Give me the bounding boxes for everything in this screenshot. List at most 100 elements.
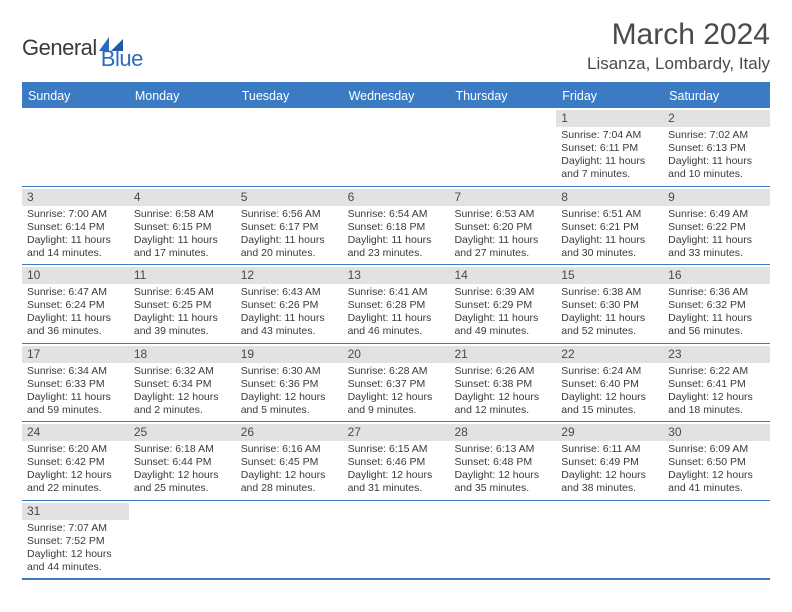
sunset-text: Sunset: 6:28 PM xyxy=(348,299,445,312)
calendar: Sunday Monday Tuesday Wednesday Thursday… xyxy=(22,82,770,580)
day-number: 14 xyxy=(449,267,556,284)
calendar-cell xyxy=(663,501,770,579)
day-number: 16 xyxy=(663,267,770,284)
sunset-text: Sunset: 6:26 PM xyxy=(241,299,338,312)
sunset-text: Sunset: 6:50 PM xyxy=(668,456,765,469)
day-number: 15 xyxy=(556,267,663,284)
sunset-text: Sunset: 6:22 PM xyxy=(668,221,765,234)
daylight-text: Daylight: 11 hours and 46 minutes. xyxy=(348,312,445,338)
sunset-text: Sunset: 6:13 PM xyxy=(668,142,765,155)
daylight-text: Daylight: 11 hours and 33 minutes. xyxy=(668,234,765,260)
calendar-cell: 19Sunrise: 6:30 AMSunset: 6:36 PMDayligh… xyxy=(236,344,343,422)
day-header: Wednesday xyxy=(343,84,450,108)
sunset-text: Sunset: 6:33 PM xyxy=(27,378,124,391)
calendar-cell: 25Sunrise: 6:18 AMSunset: 6:44 PMDayligh… xyxy=(129,422,236,500)
daylight-text: Daylight: 11 hours and 30 minutes. xyxy=(561,234,658,260)
daylight-text: Daylight: 12 hours and 41 minutes. xyxy=(668,469,765,495)
daylight-text: Daylight: 12 hours and 2 minutes. xyxy=(134,391,231,417)
calendar-cell: 9 Sunrise: 6:49 AMSunset: 6:22 PMDaylight… xyxy=(663,187,770,265)
daylight-text: Daylight: 11 hours and 39 minutes. xyxy=(134,312,231,338)
sunrise-text: Sunrise: 6:49 AM xyxy=(668,208,765,221)
sunset-text: Sunset: 6:32 PM xyxy=(668,299,765,312)
calendar-cell: 22 Sunrise: 6:24 AMSunset: 6:40 PMDayligh… xyxy=(556,344,663,422)
day-number: 28 xyxy=(449,424,556,441)
daylight-text: Daylight: 12 hours and 44 minutes. xyxy=(27,548,124,574)
day-header: Monday xyxy=(129,84,236,108)
calendar-cell xyxy=(236,501,343,579)
sunrise-text: Sunrise: 6:47 AM xyxy=(27,286,124,299)
calendar-cell: 7Sunrise: 6:53 AMSunset: 6:20 PMDaylight… xyxy=(449,187,556,265)
day-number: 3 xyxy=(22,189,129,206)
calendar-cell: 17Sunrise: 6:34 AMSunset: 6:33 PMDayligh… xyxy=(22,344,129,422)
sunset-text: Sunset: 6:17 PM xyxy=(241,221,338,234)
week-row: 10 Sunrise: 6:47 AMSunset: 6:24 PM Dayligh… xyxy=(22,265,770,344)
day-number: 20 xyxy=(343,346,450,363)
sunset-text: Sunset: 6:44 PM xyxy=(134,456,231,469)
daylight-text: Daylight: 12 hours and 18 minutes. xyxy=(668,391,765,417)
calendar-cell xyxy=(449,501,556,579)
location-subtitle: Lisanza, Lombardy, Italy xyxy=(587,54,770,74)
sunrise-text: Sunrise: 6:26 AM xyxy=(454,365,551,378)
sunset-text: Sunset: 6:34 PM xyxy=(134,378,231,391)
day-number: 31 xyxy=(22,503,129,520)
day-number: 13 xyxy=(343,267,450,284)
sunrise-text: Sunrise: 6:43 AM xyxy=(241,286,338,299)
daylight-text: Daylight: 11 hours and 59 minutes. xyxy=(27,391,124,417)
sunset-text: Sunset: 6:29 PM xyxy=(454,299,551,312)
header: General Blue March 2024 Lisanza, Lombard… xyxy=(22,18,770,74)
day-number: 9 xyxy=(663,189,770,206)
sunrise-text: Sunrise: 6:18 AM xyxy=(134,443,231,456)
logo: General Blue xyxy=(22,24,143,72)
calendar-cell: 29Sunrise: 6:11 AMSunset: 6:49 PMDayligh… xyxy=(556,422,663,500)
sunset-text: Sunset: 6:49 PM xyxy=(561,456,658,469)
sunset-text: Sunset: 7:52 PM xyxy=(27,535,124,548)
sunrise-text: Sunrise: 6:45 AM xyxy=(134,286,231,299)
day-number: 19 xyxy=(236,346,343,363)
sunrise-text: Sunrise: 6:38 AM xyxy=(561,286,658,299)
daylight-text: Daylight: 12 hours and 31 minutes. xyxy=(348,469,445,495)
daylight-text: Daylight: 12 hours and 15 minutes. xyxy=(561,391,658,417)
sunrise-text: Sunrise: 6:20 AM xyxy=(27,443,124,456)
day-number: 24 xyxy=(22,424,129,441)
calendar-cell: 6Sunrise: 6:54 AMSunset: 6:18 PMDaylight… xyxy=(343,187,450,265)
daylight-text: Daylight: 11 hours and 17 minutes. xyxy=(134,234,231,260)
sunset-text: Sunset: 6:40 PM xyxy=(561,378,658,391)
day-number: 23 xyxy=(663,346,770,363)
sunset-text: Sunset: 6:41 PM xyxy=(668,378,765,391)
day-header: Sunday xyxy=(22,84,129,108)
sunrise-text: Sunrise: 6:39 AM xyxy=(454,286,551,299)
sunrise-text: Sunrise: 6:34 AM xyxy=(27,365,124,378)
calendar-cell: 4Sunrise: 6:58 AMSunset: 6:15 PMDaylight… xyxy=(129,187,236,265)
sunset-text: Sunset: 6:24 PM xyxy=(27,299,124,312)
daylight-text: Daylight: 12 hours and 28 minutes. xyxy=(241,469,338,495)
logo-text-general: General xyxy=(22,35,97,61)
sunrise-text: Sunrise: 6:51 AM xyxy=(561,208,658,221)
sunset-text: Sunset: 6:15 PM xyxy=(134,221,231,234)
calendar-cell: 23Sunrise: 6:22 AMSunset: 6:41 PMDayligh… xyxy=(663,344,770,422)
day-number: 2 xyxy=(663,110,770,127)
day-header: Tuesday xyxy=(236,84,343,108)
calendar-cell: 14Sunrise: 6:39 AMSunset: 6:29 PMDayligh… xyxy=(449,265,556,343)
sunrise-text: Sunrise: 7:02 AM xyxy=(668,129,765,142)
calendar-cell xyxy=(22,108,129,186)
calendar-cell xyxy=(236,108,343,186)
day-number: 7 xyxy=(449,189,556,206)
daylight-text: Daylight: 12 hours and 38 minutes. xyxy=(561,469,658,495)
daylight-text: Daylight: 11 hours and 14 minutes. xyxy=(27,234,124,260)
daylight-text: Daylight: 11 hours and 20 minutes. xyxy=(241,234,338,260)
sunset-text: Sunset: 6:37 PM xyxy=(348,378,445,391)
sunrise-text: Sunrise: 6:24 AM xyxy=(561,365,658,378)
calendar-cell: 20Sunrise: 6:28 AMSunset: 6:37 PMDayligh… xyxy=(343,344,450,422)
daylight-text: Daylight: 12 hours and 22 minutes. xyxy=(27,469,124,495)
day-number: 22 xyxy=(556,346,663,363)
calendar-cell: 30Sunrise: 6:09 AMSunset: 6:50 PMDayligh… xyxy=(663,422,770,500)
sunrise-text: Sunrise: 6:41 AM xyxy=(348,286,445,299)
calendar-cell: 13 Sunrise: 6:41 AMSunset: 6:28 PMDayligh… xyxy=(343,265,450,343)
week-row: 1Sunrise: 7:04 AMSunset: 6:11 PMDaylight… xyxy=(22,108,770,187)
day-number: 4 xyxy=(129,189,236,206)
daylight-text: Daylight: 12 hours and 25 minutes. xyxy=(134,469,231,495)
day-number: 10 xyxy=(22,267,129,284)
sunrise-text: Sunrise: 6:16 AM xyxy=(241,443,338,456)
calendar-cell xyxy=(556,501,663,579)
calendar-cell xyxy=(343,501,450,579)
